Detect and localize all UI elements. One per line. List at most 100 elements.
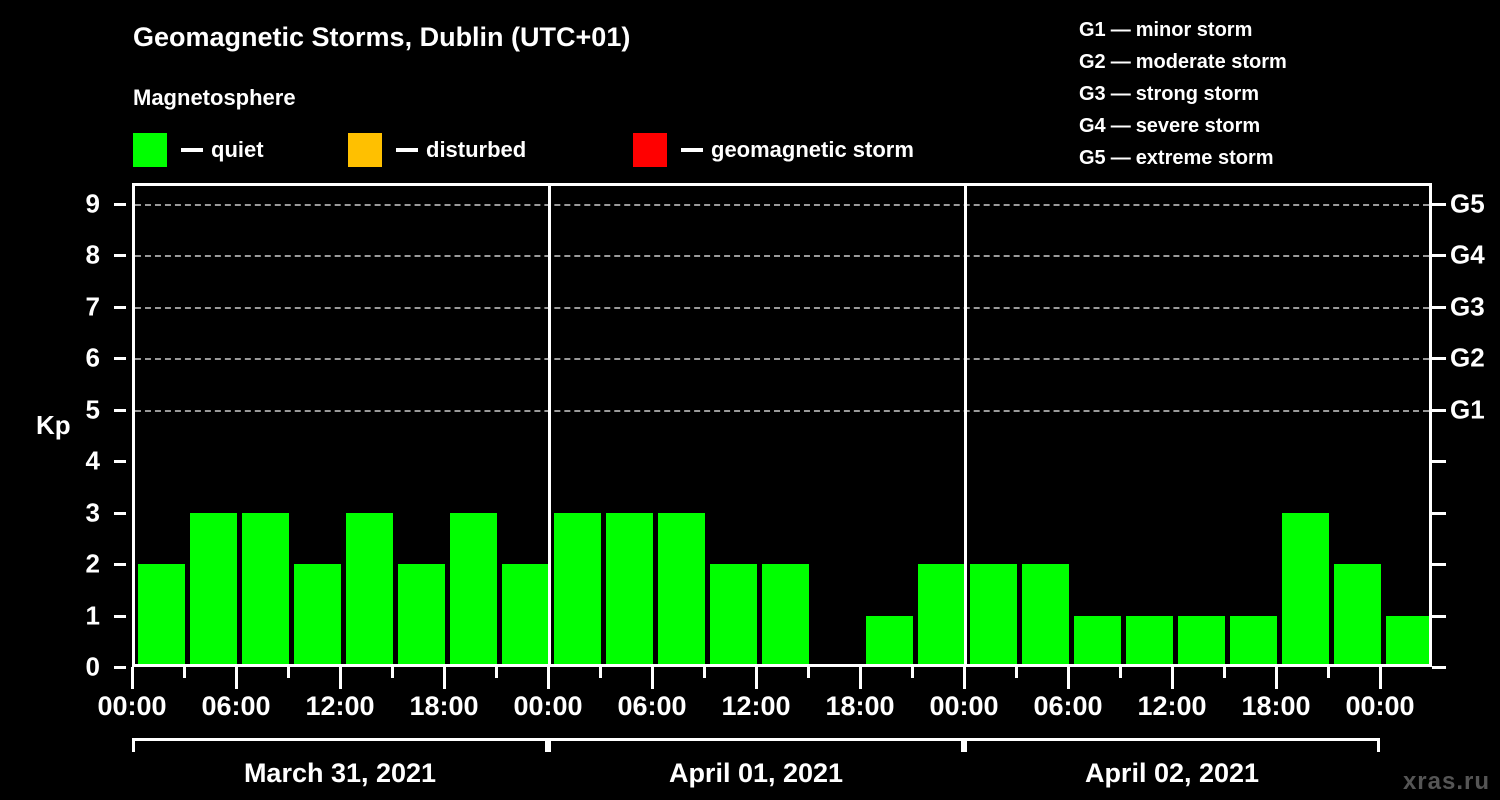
x-major-tick	[1378, 667, 1382, 689]
g-axis-label-g1: G1	[1450, 394, 1485, 425]
bar[interactable]	[1021, 564, 1069, 664]
x-minor-tick	[494, 667, 498, 678]
gridline-kp-7	[135, 306, 1429, 309]
y-tick-label-6: 6	[85, 342, 100, 373]
x-major-tick	[442, 667, 446, 689]
x-tick-label: 12:00	[721, 691, 791, 721]
g-scale-code: G3	[1079, 83, 1106, 105]
bar[interactable]	[397, 564, 445, 664]
g-axis-tick-mark-8	[1432, 254, 1446, 258]
g-axis-label-g2: G2	[1450, 342, 1485, 373]
bar[interactable]	[1385, 615, 1429, 664]
y-tick-mark-4	[114, 460, 126, 464]
bar[interactable]	[709, 564, 757, 664]
day-bracket	[548, 738, 964, 752]
g-axis-label-g4: G4	[1450, 239, 1485, 270]
g-scale-dash-icon: —	[1110, 115, 1131, 137]
g-scale-dash-icon: —	[1110, 147, 1131, 169]
y-tick-label-2: 2	[85, 548, 100, 579]
bar[interactable]	[657, 512, 705, 664]
quiet-swatch	[133, 133, 167, 167]
plot-area	[132, 183, 1432, 667]
y-tick-mark-5	[114, 408, 126, 412]
x-tick-label: 00:00	[929, 691, 999, 721]
bar[interactable]	[1177, 615, 1225, 664]
g-axis-tick-mark-6	[1432, 357, 1446, 361]
x-minor-tick	[1326, 667, 1330, 678]
g-axis-tick-mark-7	[1432, 305, 1446, 309]
x-major-tick	[1170, 667, 1174, 689]
x-major-tick	[546, 667, 550, 689]
chart-subtitle: Magnetosphere	[133, 85, 296, 110]
bar[interactable]	[1125, 615, 1173, 664]
bar[interactable]	[553, 512, 601, 664]
legend-label: quiet	[211, 137, 264, 162]
gridline-kp-8	[135, 255, 1429, 258]
y-tick-mark-2	[114, 563, 126, 567]
y-axis-g-scale: G1 G2 G3 G4 G5	[1432, 183, 1500, 669]
legend-dash-icon	[181, 148, 203, 152]
x-major-tick	[650, 667, 654, 689]
bar[interactable]	[1333, 564, 1381, 664]
y-tick-label-7: 7	[85, 291, 100, 322]
y-tick-label-9: 9	[85, 188, 100, 219]
x-tick-label: 00:00	[97, 691, 167, 721]
x-tick-label: 06:00	[201, 691, 271, 721]
day-label: April 01, 2021	[668, 758, 844, 788]
y-tick-mark-7	[114, 305, 126, 309]
g-scale-dash-icon: —	[1110, 83, 1131, 105]
bar[interactable]	[293, 564, 341, 664]
y-axis-kp: 0 1 2 3 4 5 6 7 8 9	[62, 183, 126, 682]
gridline-kp-9	[135, 203, 1429, 206]
bar[interactable]	[969, 564, 1017, 664]
bar[interactable]	[1073, 615, 1121, 664]
bar[interactable]	[189, 512, 237, 664]
bar[interactable]	[501, 564, 549, 664]
x-tick-label: 00:00	[513, 691, 583, 721]
bar[interactable]	[761, 564, 809, 664]
day-label: March 31, 2021	[243, 758, 437, 788]
g-scale-line-g3: G3— strong storm	[1079, 78, 1287, 110]
bar[interactable]	[917, 564, 965, 664]
legend-dash-icon	[396, 148, 418, 152]
day-separator-line	[964, 186, 967, 664]
g-axis-tick-mark-1	[1432, 614, 1446, 618]
g-scale-description: extreme storm	[1135, 147, 1274, 169]
g-axis-label-g5: G5	[1450, 188, 1485, 219]
bar-series	[135, 186, 1429, 664]
x-major-tick	[338, 667, 342, 689]
x-tick-label: 18:00	[1241, 691, 1311, 721]
page-title: Geomagnetic Storms, Dublin (UTC+01)	[133, 22, 631, 52]
y-tick-mark-1	[114, 614, 126, 618]
g-scale-line-g4: G4— severe storm	[1079, 110, 1287, 142]
bar[interactable]	[449, 512, 497, 664]
bar[interactable]	[137, 564, 185, 664]
bar[interactable]	[1229, 615, 1277, 664]
y-tick-label-8: 8	[85, 239, 100, 270]
x-tick-label: 12:00	[1137, 691, 1207, 721]
x-minor-tick	[182, 667, 186, 678]
g-scale-code: G2	[1079, 51, 1106, 73]
y-tick-label-5: 5	[85, 394, 100, 425]
x-tick-label: 06:00	[1033, 691, 1103, 721]
bar[interactable]	[241, 512, 289, 664]
bar[interactable]	[605, 512, 653, 664]
x-minor-tick	[1014, 667, 1018, 678]
x-minor-tick	[910, 667, 914, 678]
y-tick-mark-6	[114, 357, 126, 361]
g-scale-line-g2: G2— moderate storm	[1079, 46, 1287, 78]
y-tick-label-1: 1	[85, 600, 100, 630]
g-scale-legend: G1— minor storm G2— moderate storm G3— strong…	[1079, 14, 1287, 174]
g-axis-tick-mark-0	[1432, 666, 1446, 669]
bar[interactable]	[1281, 512, 1329, 664]
watermark: xras.ru	[1402, 768, 1490, 795]
bar[interactable]	[865, 615, 913, 664]
legend-item-disturbed: disturbed	[348, 133, 526, 167]
bar[interactable]	[345, 512, 393, 664]
g-scale-code: G4	[1079, 115, 1106, 137]
x-minor-tick	[286, 667, 290, 678]
gridline-kp-6	[135, 358, 1429, 361]
g-scale-description: moderate storm	[1135, 51, 1287, 73]
y-tick-mark-3	[114, 511, 126, 515]
